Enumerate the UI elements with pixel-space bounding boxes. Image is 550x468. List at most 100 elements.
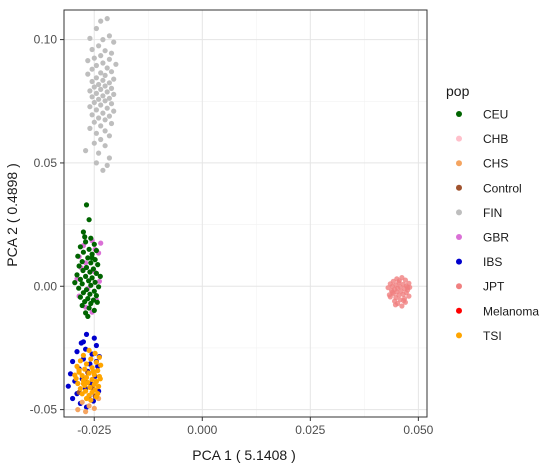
data-point-tsi [86, 347, 92, 353]
data-point-fin [113, 61, 119, 67]
data-point-fin [93, 90, 99, 96]
data-point-fin [87, 104, 93, 110]
legend-label: IBS [483, 255, 502, 269]
data-point-ibs [74, 349, 80, 355]
data-point-ceu [76, 263, 82, 269]
data-point-ibs [91, 335, 97, 341]
data-point-fin [87, 125, 93, 131]
data-point-fin [83, 148, 89, 154]
data-point-fin [89, 66, 95, 72]
data-point-fin [89, 94, 95, 100]
data-point-tsi [95, 368, 101, 374]
data-point-fin [96, 96, 102, 102]
data-point-fin [108, 69, 115, 75]
legend-item-chs: CHS [456, 157, 508, 171]
data-point-fin [91, 99, 97, 106]
data-point-fin [98, 18, 104, 24]
data-point-tsi [88, 397, 94, 403]
data-point-ceu [95, 262, 101, 268]
data-point-ceu [91, 288, 97, 294]
data-point-fin [87, 88, 93, 94]
data-point-fin [102, 98, 108, 104]
data-point-ibs [67, 371, 74, 377]
data-point-fin [91, 140, 97, 146]
data-point-ceu [91, 307, 97, 313]
x-tick-label: 0.025 [295, 423, 325, 437]
data-point-tsi [95, 391, 101, 397]
legend-item-melanoma: Melanoma [456, 304, 539, 318]
data-point-ceu [80, 229, 86, 235]
x-tick-label: -0.025 [77, 423, 111, 437]
data-point-fin [96, 81, 102, 88]
data-point-ceu [82, 299, 88, 305]
data-point-ceu [77, 244, 83, 250]
points-layer [65, 16, 413, 415]
data-point-fin [93, 160, 99, 166]
plot-border [63, 9, 428, 418]
legend: pop CEU CHB CHS Control FIN GBR IBS JPT Melanoma… [446, 83, 539, 343]
data-point-jpt [405, 284, 411, 291]
data-point-ceu [89, 275, 95, 281]
data-point-ceu [74, 272, 80, 278]
data-point-gbr [96, 278, 102, 284]
data-point-fin [108, 120, 115, 127]
data-point-fin [87, 35, 93, 42]
data-point-tsi [87, 384, 93, 390]
data-point-tsi [77, 386, 83, 392]
data-point-fin [108, 50, 115, 56]
legend-item-ceu: CEU [456, 108, 508, 122]
data-point-tsi [75, 380, 81, 387]
data-point-tsi [98, 362, 104, 368]
data-point-ceu [80, 249, 86, 255]
data-point-jpt [386, 292, 392, 298]
data-point-fin [111, 76, 117, 82]
data-point-ibs [70, 395, 76, 402]
data-point-fin [93, 130, 99, 136]
axes-layer: -0.025 0.000 0.025 0.050 -0.05 0.00 0.05 0.10 [30, 9, 434, 437]
series-fin [83, 16, 119, 173]
data-point-fin [93, 25, 99, 32]
plot-background [64, 10, 427, 417]
data-point-fin [106, 155, 112, 161]
data-point-ceu [87, 269, 93, 275]
data-point-ceu [86, 305, 92, 311]
y-tick-label: 0.10 [34, 33, 58, 47]
data-point-fin [111, 39, 117, 45]
data-point-ibs [83, 331, 90, 337]
data-point-ceu [75, 253, 81, 259]
y-tick-label: 0.00 [34, 279, 58, 293]
data-point-tsi [76, 367, 82, 373]
data-point-fin [104, 65, 110, 71]
legend-label: Melanoma [483, 304, 539, 318]
data-point-tsi [89, 376, 95, 383]
data-point-ceu [86, 278, 92, 284]
legend-label: GBR [483, 231, 509, 245]
data-point-ceu [89, 251, 95, 257]
data-point-fin [100, 60, 106, 66]
data-point-ceu [88, 282, 94, 288]
data-point-fin [98, 86, 104, 92]
data-point-ceu [83, 239, 89, 245]
data-point-fin [85, 71, 91, 77]
data-point-fin [106, 33, 112, 39]
legend-key-chs [456, 160, 462, 167]
plot-panel [64, 10, 427, 417]
data-point-fin [100, 77, 106, 83]
data-point-ceu [76, 285, 82, 291]
legend-item-control: Control [456, 181, 522, 195]
data-point-ceu [86, 246, 92, 252]
data-point-jpt [406, 293, 412, 299]
data-point-ceu [85, 255, 91, 261]
legend-key-tsi [456, 332, 462, 339]
data-point-ceu [88, 300, 94, 307]
data-point-fin [106, 133, 112, 139]
data-point-chs [83, 409, 89, 415]
data-point-ceu [77, 294, 83, 300]
series-ceu [72, 202, 103, 319]
data-point-fin [93, 107, 99, 113]
data-point-jpt [392, 302, 399, 308]
legend-item-fin: FIN [456, 206, 502, 220]
data-point-ceu [77, 276, 83, 282]
data-point-ceu [83, 273, 89, 279]
data-point-tsi [79, 391, 85, 397]
